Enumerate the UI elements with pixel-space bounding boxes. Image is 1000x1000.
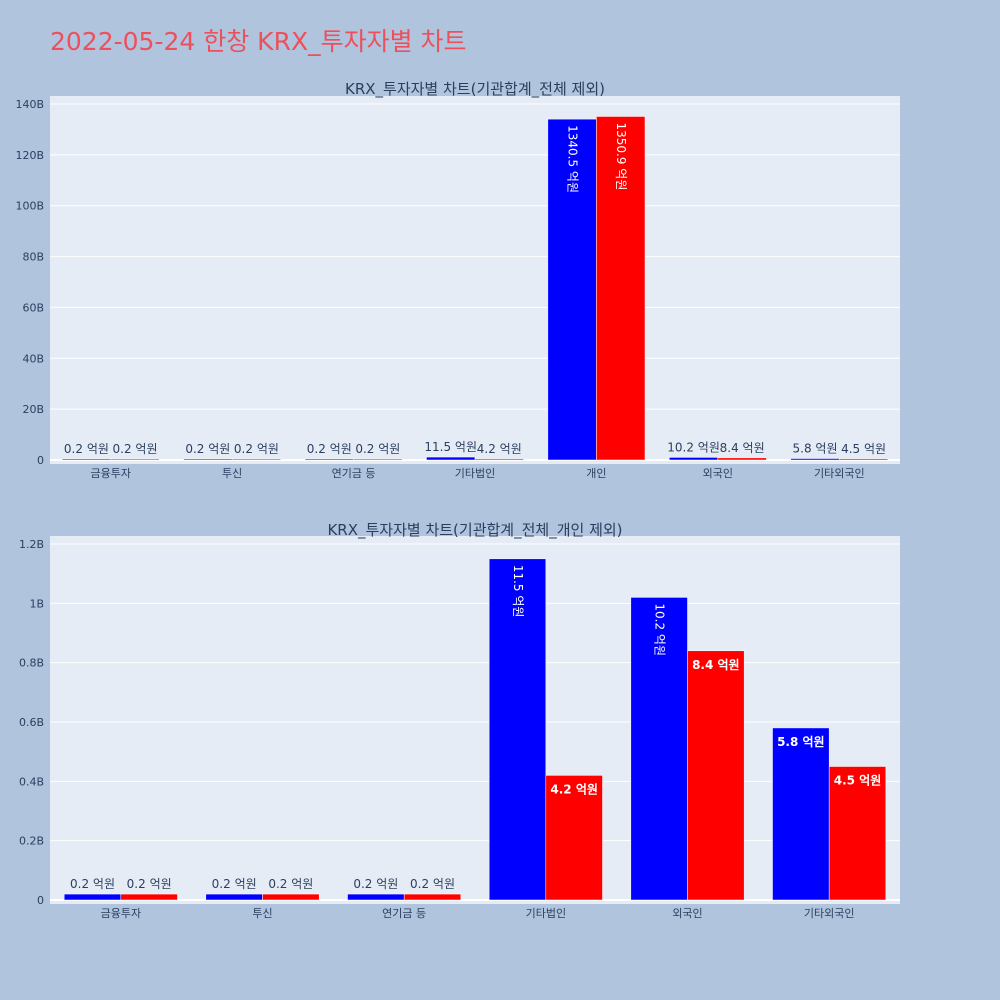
- bar: [717, 457, 767, 461]
- data-label: 0.2 억원: [234, 442, 279, 456]
- data-label: 0.2 억원: [113, 442, 158, 456]
- bar: [828, 766, 887, 901]
- chart-title: KRX_투자자별 차트(기관합계_전체 제외): [345, 80, 605, 99]
- chart-1: 0 20B 40B 60B 80B 100B 120B 140B KRX_투자자별 차트(기관합…: [15, 80, 900, 480]
- y-tick-label: 20B: [22, 403, 44, 416]
- data-label: 5.8 억원: [793, 442, 838, 456]
- data-label: 0.2 억원: [127, 877, 172, 891]
- x-tick-label: 금융투자: [101, 907, 141, 920]
- bar: [353, 458, 403, 461]
- data-label: 8.4 억원: [692, 658, 740, 672]
- bar: [426, 456, 476, 461]
- bar: [669, 457, 719, 461]
- data-label: 0.2 억원: [307, 442, 352, 456]
- data-label: 10.2 억원: [653, 603, 667, 656]
- x-tick-label: 기타법인: [455, 467, 495, 480]
- y-tick-label: 1B: [29, 597, 44, 610]
- bar: [839, 458, 889, 461]
- y-tick-label: 140B: [15, 98, 44, 111]
- data-label: 1350.9 억원: [614, 122, 628, 190]
- y-tick-label: 0: [37, 454, 44, 467]
- data-label: 11.5 억원: [511, 565, 525, 618]
- data-label: 1340.5 억원: [566, 125, 580, 193]
- data-label: 0.2 억원: [70, 877, 115, 891]
- x-tick-label: 투신: [222, 467, 242, 480]
- x-tick-label: 외국인: [672, 907, 702, 920]
- data-label: 0.2 억원: [410, 877, 455, 891]
- bar: [596, 116, 646, 461]
- data-label: 0.2 억원: [64, 442, 109, 456]
- y-tick-label: 0.2B: [19, 835, 44, 848]
- x-tick-label: 금융투자: [90, 467, 130, 480]
- data-label: 10.2 억원: [667, 440, 720, 454]
- bar: [545, 775, 603, 901]
- y-tick-label: 40B: [22, 352, 44, 365]
- x-tick-label: 기타법인: [526, 907, 566, 920]
- bar: [772, 727, 830, 901]
- y-tick-label: 80B: [22, 251, 44, 264]
- plot-area: [50, 536, 900, 904]
- x-tick-label: 외국인: [703, 467, 733, 480]
- x-tick-label: 연기금 등: [382, 907, 426, 920]
- bar: [547, 118, 597, 461]
- x-tick-label: 기타외국인: [804, 907, 855, 920]
- data-label: 11.5 억원: [424, 440, 477, 454]
- bar: [347, 893, 405, 901]
- bar: [262, 893, 320, 901]
- bar: [790, 458, 840, 461]
- data-label: 0.2 억원: [185, 442, 230, 456]
- x-tick-label: 투신: [252, 907, 272, 920]
- chart-title: KRX_투자자별 차트(기관합계_전체_개인 제외): [327, 521, 622, 540]
- y-tick-label: 120B: [15, 149, 44, 162]
- data-label: 0.2 억원: [212, 877, 257, 891]
- data-label: 0.2 억원: [268, 877, 313, 891]
- y-tick-label: 100B: [15, 200, 44, 213]
- x-tick-label: 연기금 등: [332, 467, 376, 480]
- bar: [63, 893, 122, 901]
- page-title: 2022-05-24 한창 KRX_투자자별 차트: [50, 27, 467, 56]
- data-label: 4.5 억원: [841, 442, 886, 456]
- y-tick-label: 1.2B: [19, 538, 44, 551]
- data-label: 4.5 억원: [834, 774, 882, 788]
- x-tick-label: 기타외국인: [814, 467, 865, 480]
- data-label: 4.2 억원: [477, 442, 522, 456]
- y-tick-label: 0.6B: [19, 716, 44, 729]
- data-label: 0.2 억원: [353, 877, 398, 891]
- y-tick-label: 60B: [22, 301, 44, 314]
- x-tick-label: 개인: [586, 467, 606, 480]
- y-tick-label: 0: [37, 894, 44, 907]
- chart-2: 0 0.2B 0.4B 0.6B 0.8B 1B 1.2B KRX_투자자별 차트(기관합계_…: [19, 521, 900, 920]
- bar: [403, 893, 462, 901]
- bar: [687, 650, 745, 901]
- data-label: 5.8 억원: [777, 735, 825, 749]
- bar: [120, 893, 178, 901]
- bar: [183, 458, 233, 461]
- plot-area: [50, 96, 900, 464]
- bar: [474, 458, 524, 461]
- bar: [110, 458, 160, 461]
- data-label: 0.2 억원: [355, 442, 400, 456]
- y-tick-label: 0.8B: [19, 657, 44, 670]
- bar: [205, 893, 263, 901]
- data-label: 8.4 억원: [720, 441, 765, 455]
- bar: [61, 458, 111, 461]
- y-tick-label: 0.4B: [19, 775, 44, 788]
- data-label: 4.2 억원: [550, 782, 598, 796]
- bar: [488, 558, 547, 901]
- bar: [231, 458, 281, 461]
- bar: [304, 458, 354, 461]
